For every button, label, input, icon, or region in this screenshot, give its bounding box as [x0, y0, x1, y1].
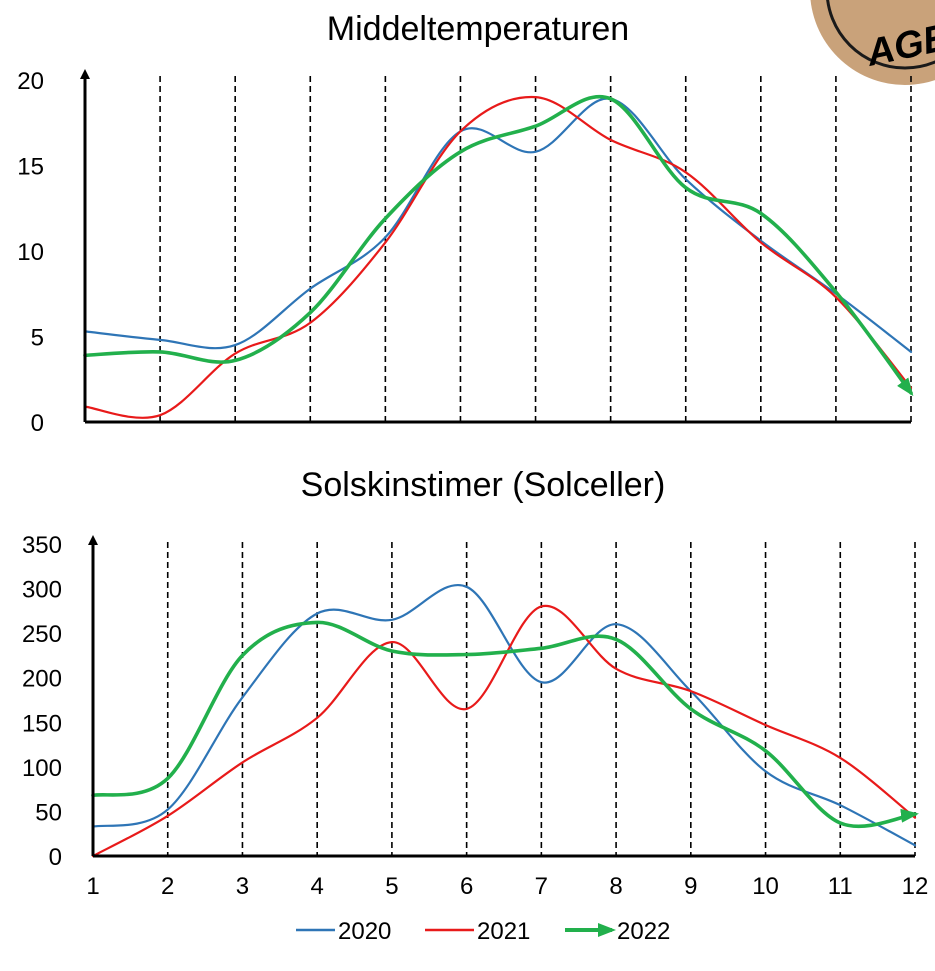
- seal-logo: AGE: [810, 0, 935, 85]
- x-tick-label: 4: [311, 873, 324, 900]
- x-tick-label: 9: [684, 873, 697, 900]
- series-line-2021: [83, 95, 913, 419]
- axes: [80, 69, 911, 424]
- x-tick-labels: 1 2 3 4 5 6 7 8 9 10 11 12: [86, 873, 928, 900]
- y-tick-label: 150: [22, 710, 62, 737]
- legend: 2020 2021 2022: [296, 918, 670, 945]
- y-tick-label: 5: [31, 325, 44, 352]
- series-line-2020: [91, 583, 917, 847]
- grid-lines: [159, 76, 912, 422]
- y-tick-label: 100: [22, 755, 62, 782]
- series-lines: [83, 95, 914, 419]
- x-tick-label: 6: [460, 873, 473, 900]
- legend-label-2022: 2022: [617, 918, 670, 945]
- y-tick-labels: 0 50 100 150 200 250 300 350: [22, 532, 62, 871]
- y-tick-label: 300: [22, 577, 62, 604]
- series-line-2020: [83, 97, 913, 353]
- series-line-2021: [91, 604, 917, 858]
- y-tick-label: 50: [35, 799, 62, 826]
- x-tick-label: 12: [902, 873, 929, 900]
- grid-lines: [166, 542, 916, 856]
- y-tick-label: 0: [49, 844, 62, 871]
- x-tick-label: 2: [161, 873, 174, 900]
- chart-title: Solskinstimer (Solceller): [301, 466, 666, 504]
- y-tick-label: 350: [22, 532, 62, 559]
- chart-title: Middeltemperaturen: [327, 10, 629, 48]
- series-line-2022: [83, 95, 914, 397]
- x-tick-label: 1: [86, 873, 99, 900]
- y-tick-label: 20: [17, 68, 44, 95]
- sunshine-chart: Solskinstimer (Solceller) 05010015020025…: [22, 466, 928, 900]
- axes: [88, 535, 915, 858]
- series-lines: [91, 583, 919, 858]
- x-tick-label: 11: [828, 873, 853, 900]
- y-tick-label: 10: [17, 239, 44, 266]
- x-tick-label: 5: [385, 873, 398, 900]
- y-tick-label: 200: [22, 666, 62, 693]
- y-tick-label: 250: [22, 621, 62, 648]
- x-tick-label: 7: [535, 873, 548, 900]
- series-line-2022: [91, 620, 919, 829]
- y-tick-labels: 0 5 10 15 20: [17, 68, 44, 437]
- x-tick-label: 3: [236, 873, 249, 900]
- legend-label-2020: 2020: [338, 918, 391, 945]
- x-tick-label: 10: [752, 873, 779, 900]
- legend-label-2021: 2021: [477, 918, 530, 945]
- x-tick-label: 8: [609, 873, 622, 900]
- temperature-chart: Middeltemperaturen 0 5 10 15 20: [17, 10, 914, 437]
- y-tick-label: 0: [31, 410, 44, 437]
- y-tick-label: 15: [17, 154, 44, 181]
